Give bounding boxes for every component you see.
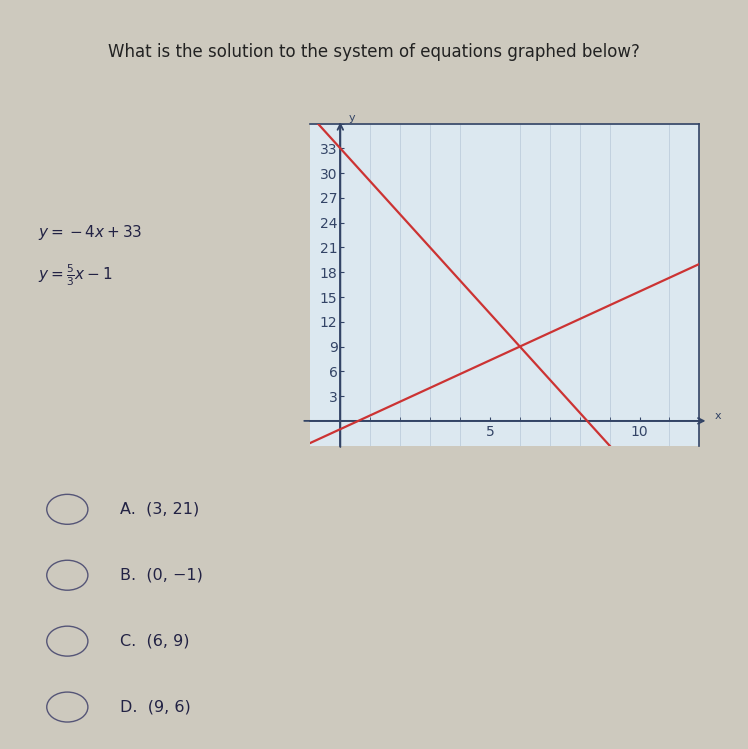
- Text: What is the solution to the system of equations graphed below?: What is the solution to the system of eq…: [108, 43, 640, 61]
- Text: $y = \frac{5}{3}x - 1$: $y = \frac{5}{3}x - 1$: [37, 262, 112, 288]
- Text: $y = -4x + 33$: $y = -4x + 33$: [37, 222, 142, 242]
- Text: x: x: [714, 411, 721, 421]
- Text: D.  (9, 6): D. (9, 6): [120, 700, 191, 715]
- Text: C.  (6, 9): C. (6, 9): [120, 634, 189, 649]
- Text: B.  (0, −1): B. (0, −1): [120, 568, 203, 583]
- Text: y: y: [349, 113, 355, 123]
- Text: A.  (3, 21): A. (3, 21): [120, 502, 199, 517]
